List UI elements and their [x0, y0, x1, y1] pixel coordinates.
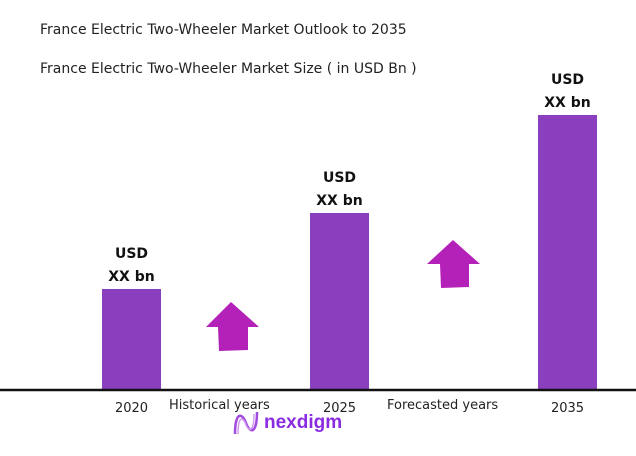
data-label-2020-currency: USD — [115, 246, 148, 262]
bar-2025 — [310, 213, 369, 389]
logo-wave-icon — [233, 411, 259, 435]
chart-title: France Electric Two-Wheeler Market Outlo… — [40, 22, 407, 38]
logo-text: nexdigm — [264, 412, 343, 433]
x-tick-label-2035: 2035 — [551, 401, 584, 416]
growth-arrow-up-icon — [427, 240, 480, 288]
data-label-2025-currency: USD — [323, 170, 356, 186]
annotation-forecasted: Forecasted years — [387, 398, 499, 413]
data-label-2035-value: XX bn — [544, 95, 590, 111]
annotation-historical: Historical years — [169, 398, 270, 413]
x-tick-label-2020: 2020 — [115, 401, 148, 416]
data-label-2025-value: XX bn — [316, 193, 362, 209]
data-label-2020-value: XX bn — [108, 269, 154, 285]
data-label-2035-currency: USD — [551, 72, 584, 88]
bar-2035 — [538, 115, 597, 389]
nexdigm-logo: nexdigm — [232, 410, 342, 436]
bar-2020 — [102, 289, 161, 389]
growth-arrow-up-icon — [206, 302, 259, 351]
x-tick-label-2025: 2025 — [323, 401, 356, 416]
chart-subtitle: France Electric Two-Wheeler Market Size … — [40, 61, 417, 77]
